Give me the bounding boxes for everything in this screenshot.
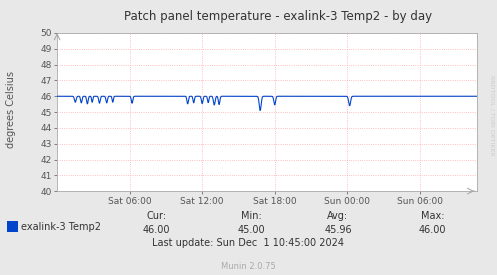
Text: Avg:: Avg: [328, 211, 348, 221]
Text: Munin 2.0.75: Munin 2.0.75 [221, 262, 276, 271]
Text: 45.96: 45.96 [324, 225, 352, 235]
Text: exalink-3 Temp2: exalink-3 Temp2 [21, 222, 101, 232]
Text: 46.00: 46.00 [143, 225, 170, 235]
Text: Cur:: Cur: [147, 211, 166, 221]
Text: Max:: Max: [420, 211, 444, 221]
Text: 45.00: 45.00 [237, 225, 265, 235]
Text: RRDTOOL / TOBI OETIKER: RRDTOOL / TOBI OETIKER [490, 75, 495, 156]
Text: 46.00: 46.00 [418, 225, 446, 235]
Text: degrees Celsius: degrees Celsius [6, 72, 16, 148]
Text: Min:: Min: [241, 211, 261, 221]
Text: Patch panel temperature - exalink-3 Temp2 - by day: Patch panel temperature - exalink-3 Temp… [124, 10, 432, 23]
Text: Last update: Sun Dec  1 10:45:00 2024: Last update: Sun Dec 1 10:45:00 2024 [153, 238, 344, 248]
